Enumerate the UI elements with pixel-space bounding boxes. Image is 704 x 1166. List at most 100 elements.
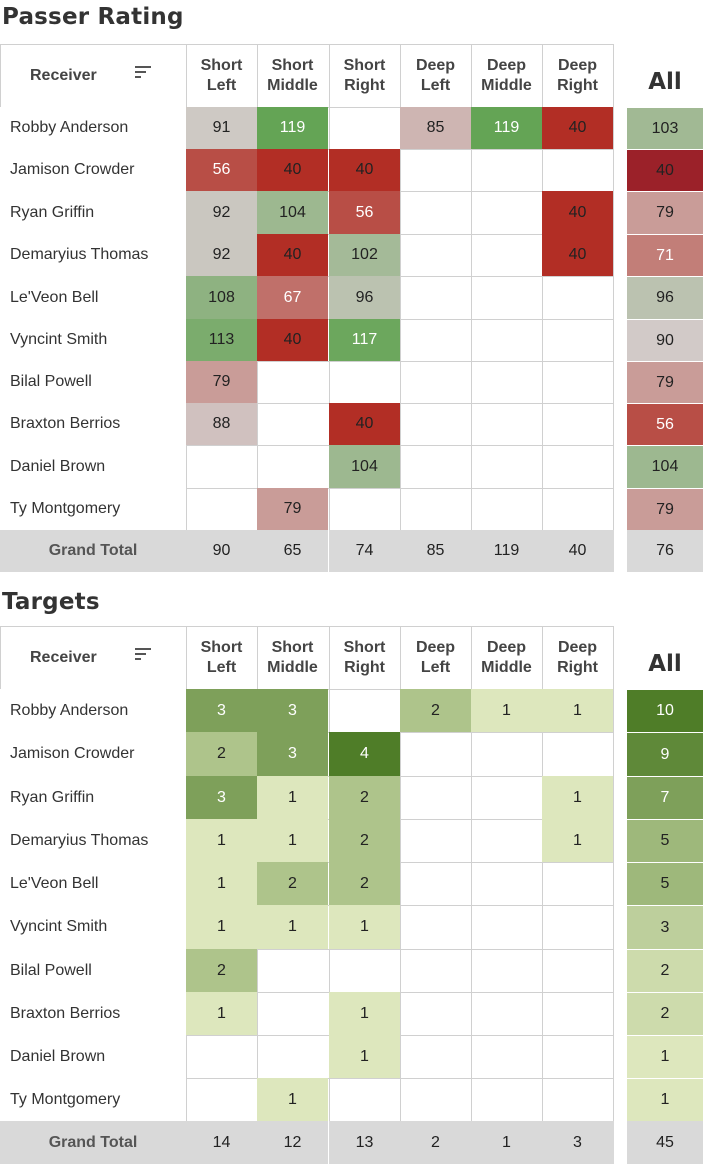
- grand-total-cell: 2: [400, 1121, 471, 1164]
- all-value-cell: 7: [627, 776, 703, 819]
- receiver-name: Robby Anderson: [0, 107, 186, 149]
- grid-vline: [613, 44, 614, 572]
- grand-total-cell: 119: [471, 530, 542, 572]
- column-header: Deep Left: [400, 44, 471, 107]
- all-value-cell: 1: [627, 1078, 703, 1121]
- receiver-name: Ryan Griffin: [0, 191, 186, 234]
- grand-total-cell: 40: [542, 530, 613, 572]
- sort-icon[interactable]: [134, 63, 152, 81]
- value-cell: 40: [542, 107, 613, 149]
- value-cell: 3: [186, 689, 257, 732]
- grand-total-cell: 3: [542, 1121, 613, 1164]
- receiver-name: Robby Anderson: [0, 689, 186, 732]
- value-cell: 2: [186, 949, 257, 992]
- all-value-cell: 56: [627, 403, 703, 445]
- value-cell: 119: [471, 107, 542, 149]
- receiver-column-header: Receiver: [0, 626, 186, 689]
- column-header-line1: Short: [271, 638, 314, 656]
- all-value-cell: 3: [627, 905, 703, 949]
- all-value-cell: 71: [627, 234, 703, 276]
- receiver-name: Ryan Griffin: [0, 776, 186, 819]
- column-header-line1: Deep: [486, 56, 527, 74]
- value-cell: 2: [329, 862, 400, 905]
- column-header-line2: Middle: [481, 76, 532, 94]
- column-header-line2: Right: [557, 658, 598, 676]
- value-cell: 104: [257, 191, 328, 234]
- value-cell: 1: [257, 1078, 328, 1121]
- all-value-cell: 79: [627, 361, 703, 403]
- grid-vline: [400, 44, 401, 572]
- column-header: Deep Left: [400, 626, 471, 689]
- value-cell: 108: [186, 276, 257, 319]
- all-value-cell: 103: [627, 107, 703, 149]
- column-header-line2: Right: [557, 76, 598, 94]
- value-cell: 1: [542, 689, 613, 732]
- column-header: Short Right: [329, 44, 400, 107]
- all-value-cell: 5: [627, 819, 703, 862]
- value-cell: 1: [329, 905, 400, 949]
- grand-total-gap: [613, 530, 614, 572]
- receiver-name: Bilal Powell: [0, 361, 186, 403]
- value-cell: 1: [257, 905, 328, 949]
- all-value-cell: 2: [627, 992, 703, 1035]
- grand-total-cell: 65: [257, 530, 328, 572]
- column-header-line2: Middle: [267, 658, 318, 676]
- value-cell: 1: [257, 819, 328, 862]
- value-cell: 2: [257, 862, 328, 905]
- grid-hline: [0, 949, 614, 950]
- receiver-name: Braxton Berrios: [0, 992, 186, 1035]
- grand-total-cell: 13: [329, 1121, 400, 1164]
- receiver-column-header: Receiver: [0, 44, 186, 107]
- value-cell: 56: [329, 191, 400, 234]
- value-cell: 79: [257, 488, 328, 530]
- value-cell: 2: [400, 689, 471, 732]
- receiver-name: Vyncint Smith: [0, 319, 186, 361]
- receiver-name: Jamison Crowder: [0, 149, 186, 191]
- value-cell: 117: [329, 319, 400, 361]
- column-header-line1: Deep: [415, 638, 456, 656]
- grid-vline: [542, 44, 543, 572]
- grand-total-all: 45: [627, 1121, 703, 1164]
- grid-hline: [0, 44, 614, 45]
- receiver-name: Bilal Powell: [0, 949, 186, 992]
- grand-total-cell: 74: [329, 530, 400, 572]
- value-cell: 1: [186, 905, 257, 949]
- value-cell: 92: [186, 191, 257, 234]
- grand-total-cell: 1: [471, 1121, 542, 1164]
- column-header-line1: Short: [271, 56, 314, 74]
- column-header-line1: Short: [200, 638, 243, 656]
- value-cell: 92: [186, 234, 257, 276]
- all-value-cell: 96: [627, 276, 703, 319]
- all-value-cell: 1: [627, 1035, 703, 1078]
- all-value-cell: 5: [627, 862, 703, 905]
- column-header-line1: Deep: [557, 638, 598, 656]
- receiver-name: Le'Veon Bell: [0, 276, 186, 319]
- all-value-cell: 90: [627, 319, 703, 361]
- column-header: Short Right: [329, 626, 400, 689]
- column-header: Deep Middle: [471, 626, 542, 689]
- column-header-line2: Left: [206, 76, 237, 94]
- value-cell: 4: [329, 732, 400, 776]
- receiver-name: Demaryius Thomas: [0, 819, 186, 862]
- value-cell: 1: [186, 819, 257, 862]
- grand-total-cell: 90: [186, 530, 257, 572]
- value-cell: 40: [542, 234, 613, 276]
- grand-total-cell: 85: [400, 530, 471, 572]
- targets-title: Targets: [2, 589, 100, 615]
- column-header-line1: Short: [343, 56, 386, 74]
- value-cell: 2: [186, 732, 257, 776]
- receiver-name: Braxton Berrios: [0, 403, 186, 445]
- column-header: Short Left: [186, 44, 257, 107]
- receiver-header-label: Receiver: [30, 66, 97, 84]
- column-header: Deep Middle: [471, 44, 542, 107]
- sort-icon[interactable]: [134, 645, 152, 663]
- all-value-cell: 79: [627, 191, 703, 234]
- value-cell: 1: [329, 1035, 400, 1078]
- all-value-cell: 2: [627, 949, 703, 992]
- grid-hline: [0, 992, 614, 993]
- column-header-line2: Right: [344, 76, 385, 94]
- grand-total-gap: [613, 1121, 614, 1164]
- column-header-line1: Deep: [486, 638, 527, 656]
- value-cell: 40: [542, 191, 613, 234]
- column-header-line2: Middle: [481, 658, 532, 676]
